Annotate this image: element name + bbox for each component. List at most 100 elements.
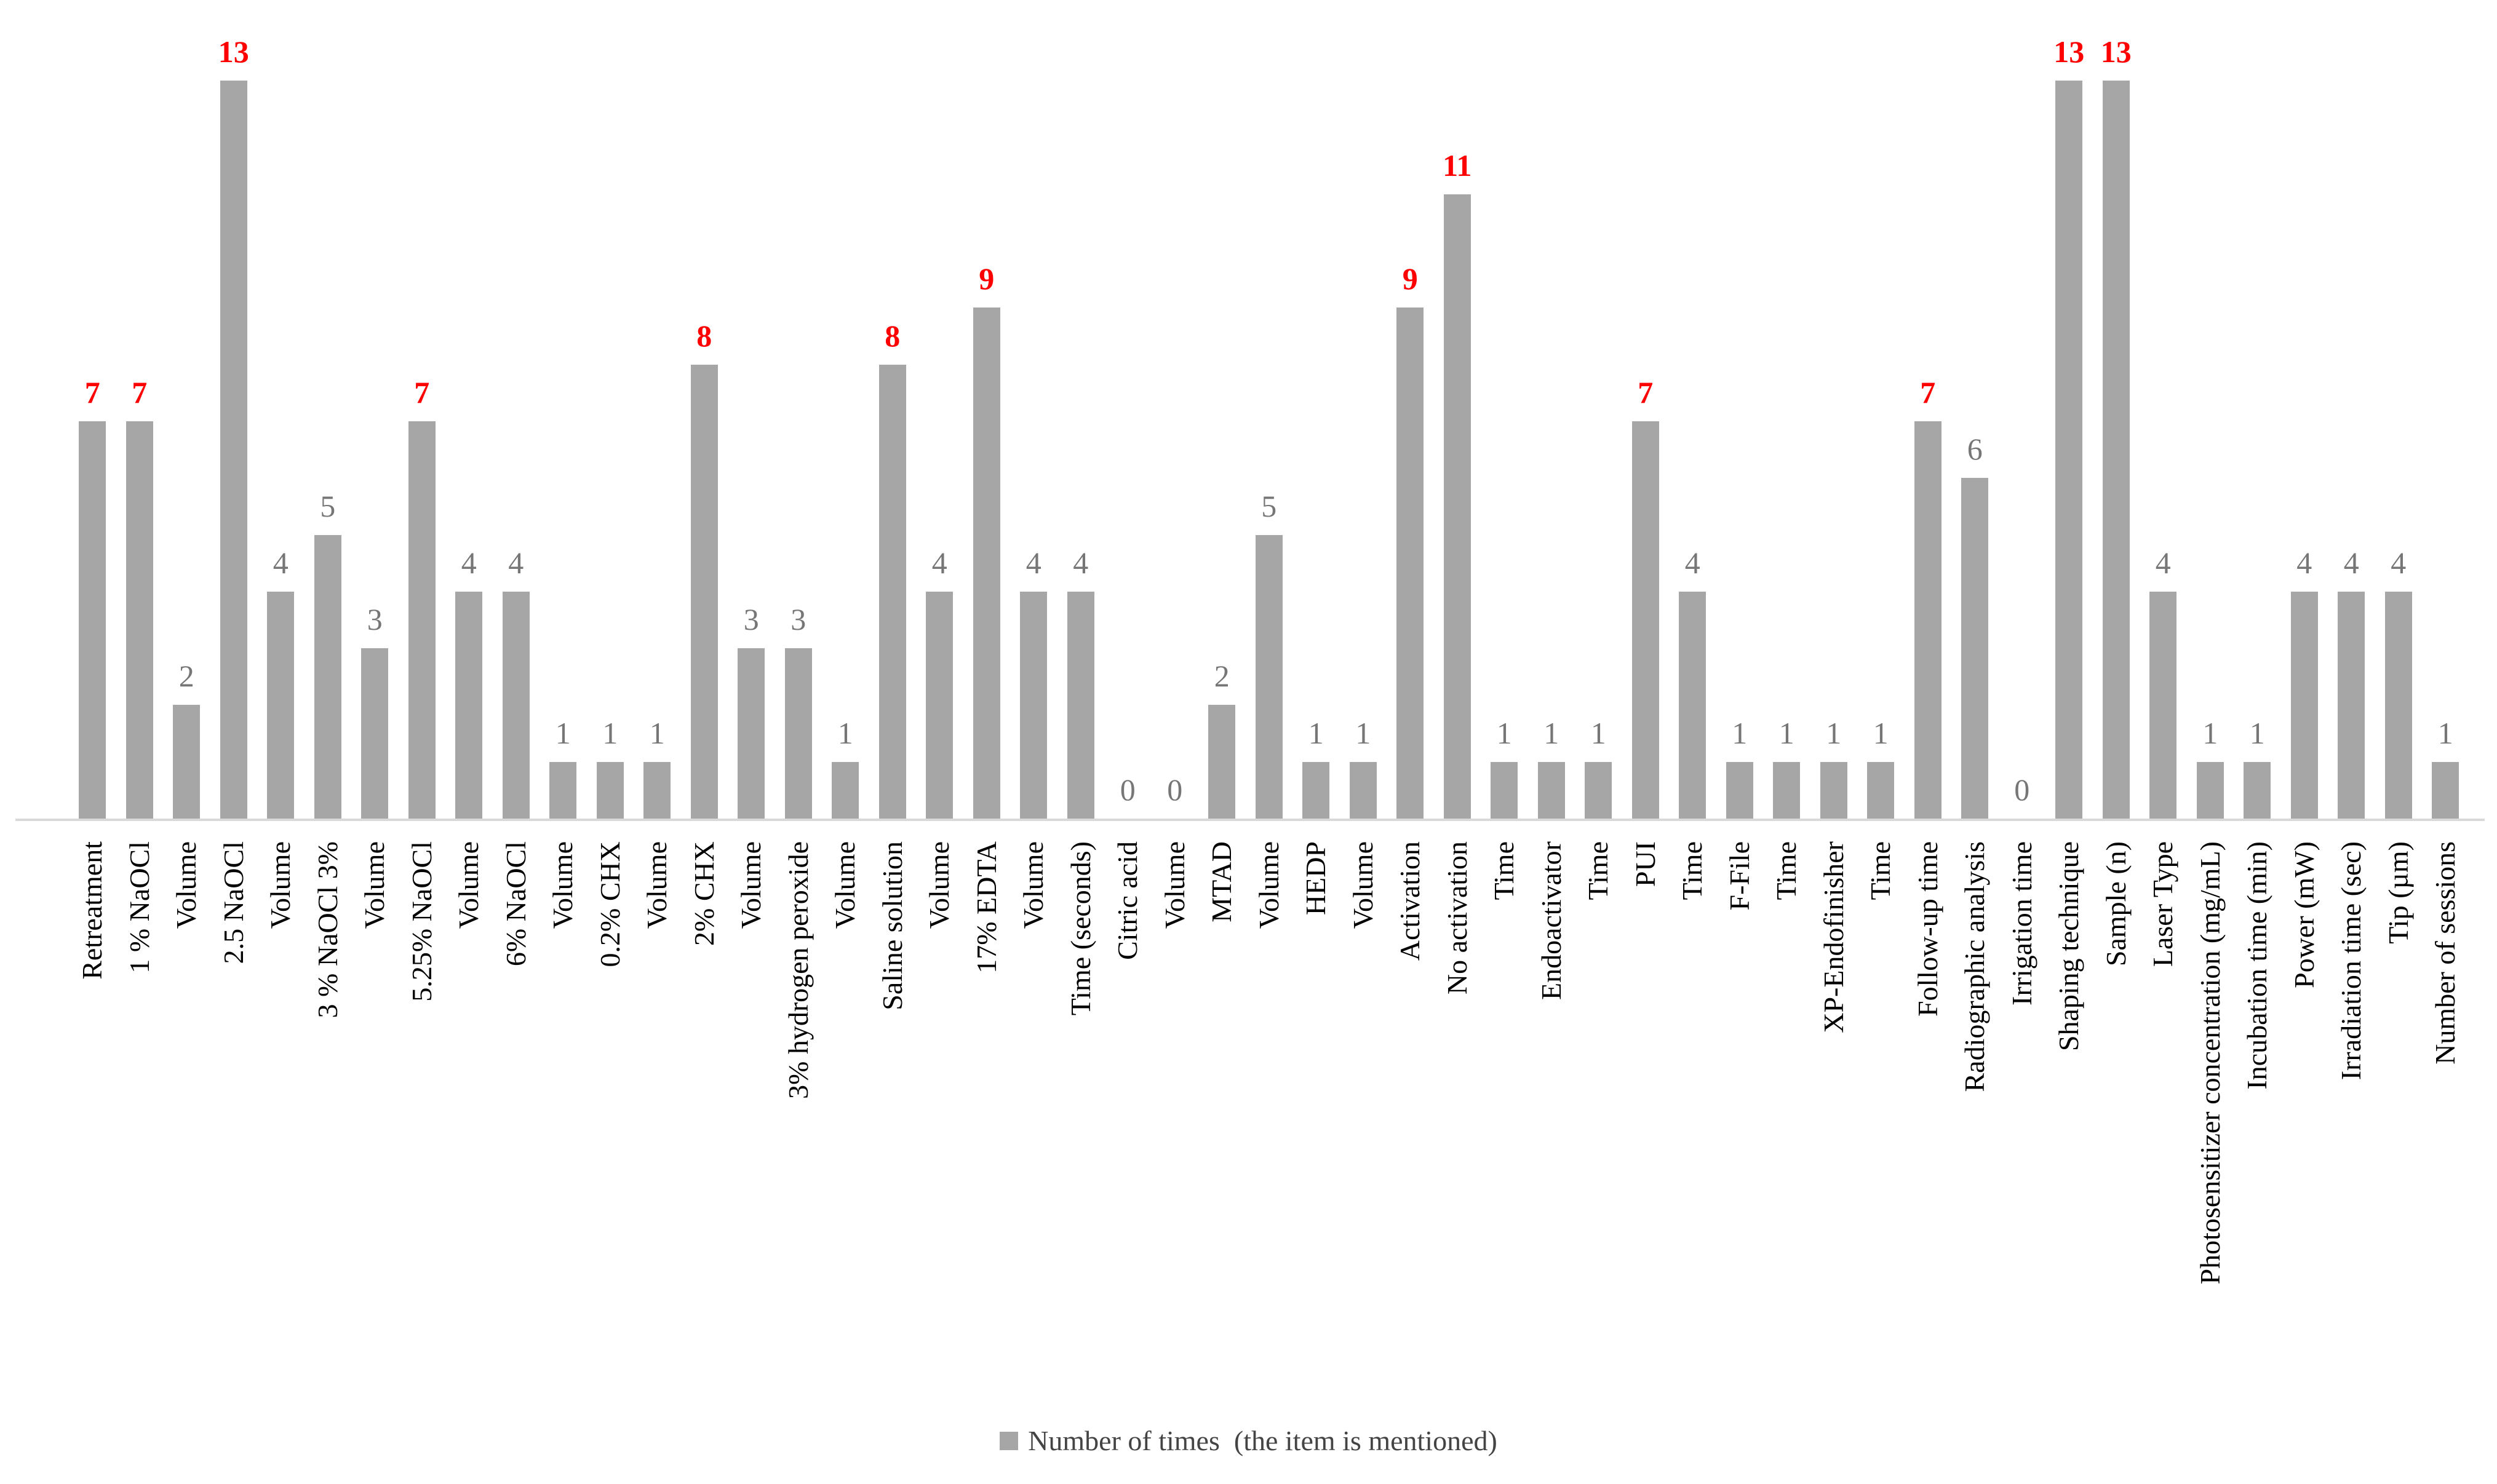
bar-value-label: 3 <box>743 602 759 637</box>
bar-column: 5 <box>305 0 352 819</box>
category-label-cell: Time <box>1763 841 1810 1395</box>
category-label: Irrigation time <box>2005 841 2037 1006</box>
bar <box>2149 591 2177 819</box>
bar <box>1537 761 1565 819</box>
category-label-cell: 0.2% CHX <box>587 841 634 1395</box>
bar-column: 4 <box>1669 0 1716 819</box>
bar <box>596 761 624 819</box>
category-label: F-File <box>1723 841 1755 911</box>
bar-value-label: 1 <box>1590 715 1606 750</box>
bar-value-label: 0 <box>1167 772 1183 807</box>
bar-value-label: 0 <box>1120 772 1136 807</box>
bar-column: 7 <box>1905 0 1952 819</box>
bar <box>1914 421 1941 819</box>
bar <box>267 591 295 819</box>
category-label: Volume <box>359 841 391 929</box>
category-label: Volume <box>453 841 485 929</box>
bar <box>549 761 577 819</box>
bar-column: 13 <box>2093 0 2140 819</box>
category-label: Volume <box>265 841 297 929</box>
bar-value-label: 1 <box>649 715 665 750</box>
category-label: Volume <box>1347 841 1379 929</box>
bar-value-label: 4 <box>508 545 524 580</box>
bar-column: 9 <box>963 0 1011 819</box>
bar-column: 1 <box>2187 0 2234 819</box>
bar <box>220 81 247 819</box>
category-label-cell: PUI <box>1622 841 1670 1395</box>
category-label-cell: HEDP <box>1292 841 1340 1395</box>
bar-column: 1 <box>1528 0 1575 819</box>
bar <box>455 591 483 819</box>
bar-value-label: 4 <box>1684 545 1700 580</box>
bar <box>1773 761 1801 819</box>
bar-column: 0 <box>1104 0 1152 819</box>
bar-column: 9 <box>1387 0 1434 819</box>
category-label-cell: Photosensitizer concentration (mg/mL) <box>2187 841 2234 1395</box>
category-label-cell: Volume <box>1010 841 1057 1395</box>
category-label: 3 % NaOCl 3% <box>311 841 343 1018</box>
category-label: Activation <box>1394 841 1426 961</box>
bar-value-label: 4 <box>2155 545 2171 580</box>
bar-value-label: 13 <box>218 34 249 69</box>
category-label-cell: XP-Endofinisher <box>1810 841 1858 1395</box>
category-label: MTAD <box>1206 841 1238 923</box>
bar <box>926 591 954 819</box>
category-label: Volume <box>923 841 955 929</box>
bar-column: 1 <box>540 0 587 819</box>
bar-column: 7 <box>116 0 164 819</box>
category-label-cell: Time (seconds) <box>1057 841 1105 1395</box>
category-label-cell: Number of sessions <box>2422 841 2469 1395</box>
category-label-cell: 5.25% NaOCl <box>399 841 446 1395</box>
bar-value-label: 4 <box>1073 545 1089 580</box>
category-label-cell: Power (mW) <box>2281 841 2328 1395</box>
bar-value-label: 4 <box>931 545 947 580</box>
bar <box>738 648 765 819</box>
bar <box>2102 81 2130 819</box>
bar <box>1679 591 1706 819</box>
category-label-cell: Retreatment <box>69 841 116 1395</box>
category-label: Citric acid <box>1112 841 1144 960</box>
category-label-cell: Shaping technique <box>2045 841 2093 1395</box>
bar-column: 4 <box>1057 0 1105 819</box>
category-label: Time (seconds) <box>1064 841 1096 1016</box>
bar-value-label: 4 <box>273 545 289 580</box>
bar-value-label: 5 <box>1261 488 1277 523</box>
category-label: Volume <box>829 841 861 929</box>
bar-value-label: 13 <box>2053 34 2085 69</box>
bar <box>125 421 153 819</box>
bar <box>2290 591 2318 819</box>
bar-value-label: 2 <box>1214 659 1230 694</box>
legend: Number of times (the item is mentioned) <box>0 1424 2497 1457</box>
category-label-cell: Volume <box>728 841 775 1395</box>
bar <box>1349 761 1377 819</box>
category-label: Volume <box>547 841 579 929</box>
bar <box>2244 761 2271 819</box>
category-label-cell: 3% hydrogen peroxide <box>775 841 822 1395</box>
category-label-cell: Volume <box>634 841 681 1395</box>
bar <box>408 421 436 819</box>
bar-column: 1 <box>1763 0 1810 819</box>
bar-column: 4 <box>2328 0 2375 819</box>
bar-column: 4 <box>257 0 305 819</box>
category-label: Incubation time (min) <box>2241 841 2273 1090</box>
bar <box>502 591 530 819</box>
category-label: Radiographic analysis <box>1959 841 1991 1092</box>
bar-column: 11 <box>1434 0 1481 819</box>
bar-column: 1 <box>2422 0 2469 819</box>
category-label-cell: Activation <box>1387 841 1434 1395</box>
bar <box>643 761 671 819</box>
category-label: Laser Type <box>2147 841 2179 967</box>
legend-swatch <box>1000 1431 1019 1450</box>
bar-column: 4 <box>916 0 963 819</box>
bar-column: 1 <box>1575 0 1622 819</box>
category-label: Volume <box>1018 841 1049 929</box>
bar <box>1820 761 1847 819</box>
bar <box>361 648 389 819</box>
bar-value-label: 3 <box>367 602 383 637</box>
bar-column: 1 <box>2234 0 2281 819</box>
bar-column: 13 <box>210 0 258 819</box>
bar <box>973 308 1000 819</box>
bar <box>2384 591 2412 819</box>
bar <box>690 364 718 819</box>
bar-value-label: 11 <box>1443 148 1472 183</box>
